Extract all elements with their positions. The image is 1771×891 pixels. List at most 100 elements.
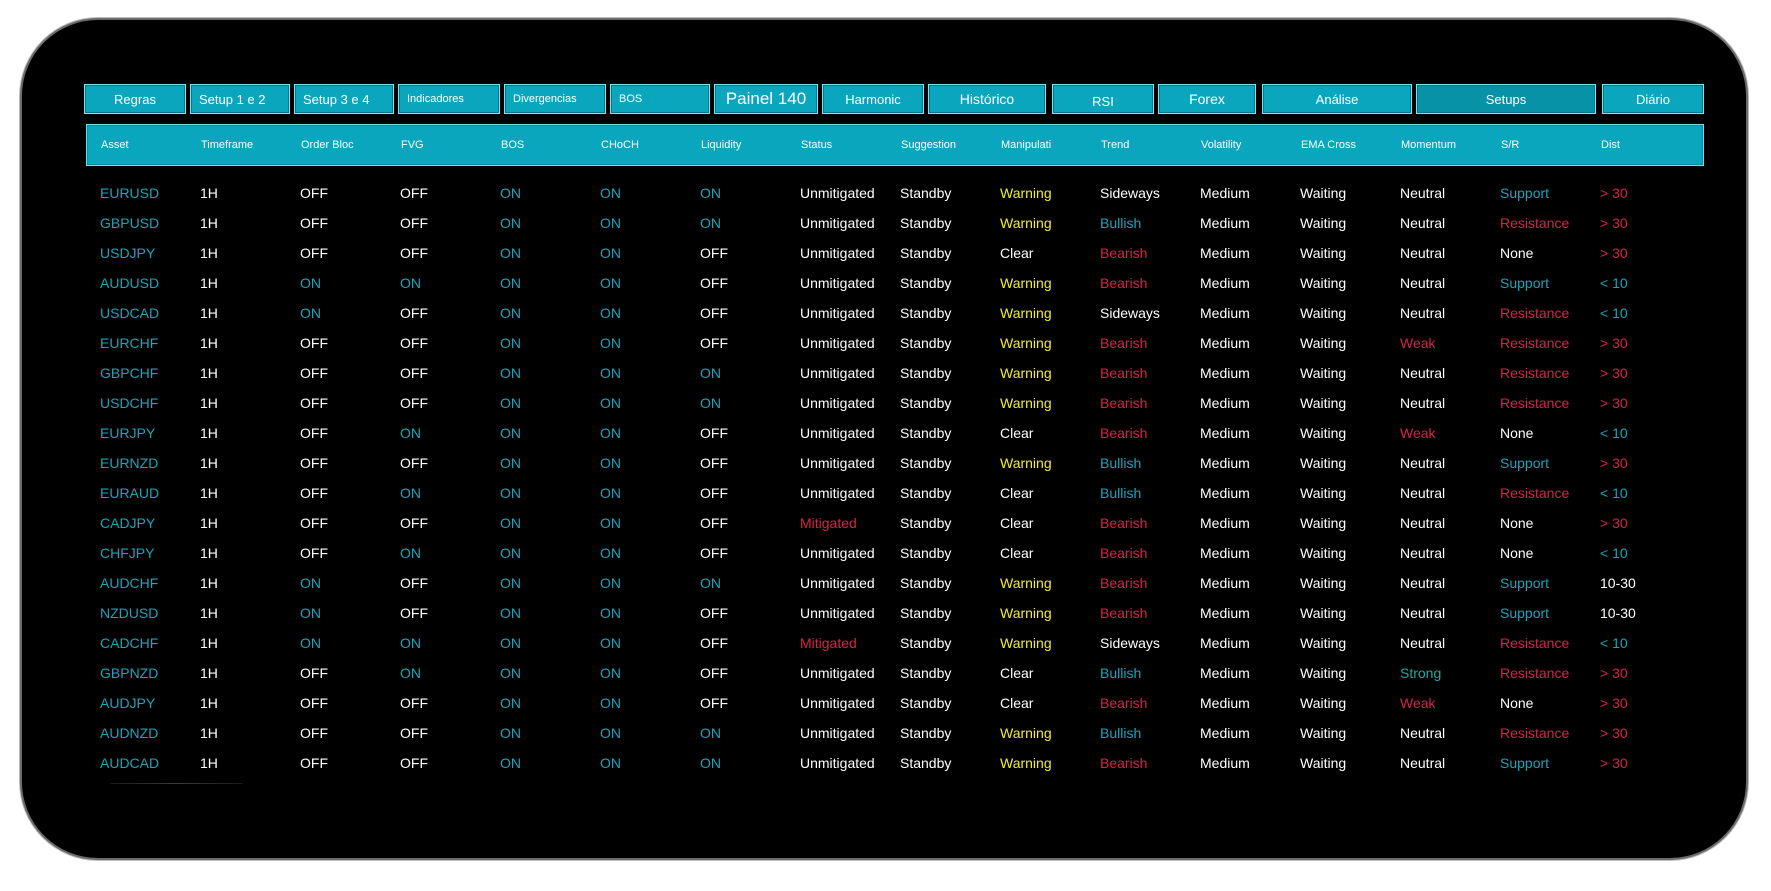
cell-trend: Bearish [1100, 335, 1148, 351]
cell-dist: > 30 [1600, 755, 1628, 771]
cell-liquidity: OFF [700, 515, 728, 531]
cell-fvg: OFF [400, 575, 428, 591]
cell-asset: USDCAD [100, 305, 160, 321]
cell-ema-cross: Waiting [1300, 605, 1347, 621]
cell-bos: ON [500, 245, 521, 261]
cell-suggestion: Standby [900, 245, 952, 261]
cell-dist: > 30 [1600, 515, 1628, 531]
tab-painel-140[interactable]: Painel 140 [714, 84, 818, 114]
table-row[interactable]: USDJPY 1H OFF OFF ON ON OFF Unmitigated Standby C… [0, 238, 1771, 268]
cell-order-bloc: OFF [300, 365, 328, 381]
tab-regras[interactable]: Regras [84, 84, 186, 114]
table-row[interactable]: CHFJPY 1H OFF ON ON ON OFF Unmitigated Standby Cl… [0, 538, 1771, 568]
table-row[interactable]: GBPNZD 1H OFF ON ON ON OFF Unmitigated Standby Cl… [0, 658, 1771, 688]
cell-suggestion: Standby [900, 335, 952, 351]
cell-ema-cross: Waiting [1300, 515, 1347, 531]
table-row[interactable]: AUDCHF 1H ON OFF ON ON ON Unmitigated Standby War… [0, 568, 1771, 598]
tab-divergencias[interactable]: Divergencias [504, 84, 606, 114]
cell-status: Unmitigated [800, 725, 875, 741]
cell-status: Unmitigated [800, 485, 875, 501]
cell-volatility: Medium [1200, 395, 1250, 411]
cell-momentum: Neutral [1400, 215, 1446, 231]
header-volatility: Volatility [1201, 139, 1242, 151]
cell-choch: ON [600, 395, 621, 411]
cell-volatility: Medium [1200, 305, 1250, 321]
header-dist: Dist [1601, 139, 1620, 151]
table-row[interactable]: AUDJPY 1H OFF OFF ON ON OFF Unmitigated Standby C… [0, 688, 1771, 718]
cell-fvg: ON [400, 275, 421, 291]
cell-choch: ON [600, 545, 621, 561]
cell-status: Unmitigated [800, 605, 875, 621]
table-row[interactable]: CADCHF 1H ON ON ON ON OFF Mitigated Standby Warni… [0, 628, 1771, 658]
table-row[interactable]: EURCHF 1H OFF OFF ON ON OFF Unmitigated Standby W… [0, 328, 1771, 358]
table-row[interactable]: EURJPY 1H OFF ON ON ON OFF Unmitigated Standby Cl… [0, 418, 1771, 448]
cell-fvg: OFF [400, 365, 428, 381]
table-row[interactable]: GBPCHF 1H OFF OFF ON ON ON Unmitigated Standby Wa… [0, 358, 1771, 388]
cell-sr: Resistance [1500, 215, 1570, 231]
tab-historico[interactable]: Histórico [928, 84, 1046, 114]
cell-order-bloc: OFF [300, 545, 328, 561]
header-fvg: FVG [401, 139, 424, 151]
cell-dist: > 30 [1600, 455, 1628, 471]
cell-trend: Sideways [1100, 305, 1160, 321]
tab-indicadores[interactable]: Indicadores [398, 84, 500, 114]
cell-bos: ON [500, 695, 521, 711]
table-row[interactable]: AUDCAD 1H OFF OFF ON ON ON Unmitigated Standby Wa… [0, 748, 1771, 778]
cell-choch: ON [600, 185, 621, 201]
cell-order-bloc: ON [300, 305, 321, 321]
cell-timeframe: 1H [200, 185, 218, 201]
tab-setups[interactable]: Setups [1416, 84, 1596, 114]
header-suggestion: Suggestion [901, 139, 957, 151]
cell-trend: Bullish [1100, 215, 1142, 231]
header-timeframe: Timeframe [201, 139, 254, 151]
cell-choch: ON [600, 485, 621, 501]
table-row[interactable]: EURUSD 1H OFF OFF ON ON ON Unmitigated Standby Wa… [0, 178, 1771, 208]
cell-momentum: Neutral [1400, 395, 1446, 411]
cell-ema-cross: Waiting [1300, 575, 1347, 591]
table-row[interactable]: GBPUSD 1H OFF OFF ON ON ON Unmitigated Standby Wa… [0, 208, 1771, 238]
cell-sr: None [1500, 695, 1534, 711]
cell-choch: ON [600, 695, 621, 711]
cell-manipulation: Clear [1000, 245, 1034, 261]
tab-analise[interactable]: Análise [1262, 84, 1412, 114]
table-row[interactable]: USDCHF 1H OFF OFF ON ON ON Unmitigated Standby Wa… [0, 388, 1771, 418]
table-row[interactable]: AUDUSD 1H ON ON ON ON OFF Unmitigated Standby War… [0, 268, 1771, 298]
cell-manipulation: Warning [1000, 365, 1052, 381]
tab-harmonic[interactable]: Harmonic [822, 84, 924, 114]
table-row[interactable]: EURNZD 1H OFF OFF ON ON OFF Unmitigated Standby W… [0, 448, 1771, 478]
table-row[interactable]: AUDNZD 1H OFF OFF ON ON ON Unmitigated Standby Wa… [0, 718, 1771, 748]
cell-sr: None [1500, 545, 1534, 561]
tab-setup-3-e-4[interactable]: Setup 3 e 4 [294, 84, 394, 114]
tab-rsi[interactable]: RSI [1052, 84, 1154, 114]
cell-order-bloc: OFF [300, 185, 328, 201]
cell-bos: ON [500, 725, 521, 741]
cell-bos: ON [500, 515, 521, 531]
cell-momentum: Neutral [1400, 245, 1446, 261]
cell-volatility: Medium [1200, 425, 1250, 441]
cell-dist: > 30 [1600, 665, 1628, 681]
cell-ema-cross: Waiting [1300, 755, 1347, 771]
cell-choch: ON [600, 575, 621, 591]
cell-ema-cross: Waiting [1300, 395, 1347, 411]
tab-diario[interactable]: Diário [1602, 84, 1704, 114]
cell-bos: ON [500, 455, 521, 471]
table-row[interactable]: NZDUSD 1H ON OFF ON ON OFF Unmitigated Standby Wa… [0, 598, 1771, 628]
tab-bos[interactable]: BOS [610, 84, 710, 114]
tab-forex[interactable]: Forex [1158, 84, 1256, 114]
cell-choch: ON [600, 725, 621, 741]
cell-manipulation: Warning [1000, 275, 1052, 291]
cell-ema-cross: Waiting [1300, 185, 1347, 201]
table-row[interactable]: EURAUD 1H OFF ON ON ON OFF Unmitigated Standby Cl… [0, 478, 1771, 508]
cell-status: Unmitigated [800, 185, 875, 201]
header-momentum: Momentum [1401, 139, 1457, 151]
tab-setup-1-e-2[interactable]: Setup 1 e 2 [190, 84, 290, 114]
cell-timeframe: 1H [200, 575, 218, 591]
cell-status: Unmitigated [800, 275, 875, 291]
cell-fvg: ON [400, 425, 421, 441]
cell-volatility: Medium [1200, 695, 1250, 711]
cell-momentum: Neutral [1400, 185, 1446, 201]
cell-timeframe: 1H [200, 395, 218, 411]
table-row[interactable]: CADJPY 1H OFF OFF ON ON OFF Mitigated Standby Cle… [0, 508, 1771, 538]
cell-dist: < 10 [1600, 275, 1628, 291]
table-row[interactable]: USDCAD 1H ON OFF ON ON OFF Unmitigated Standby Wa… [0, 298, 1771, 328]
